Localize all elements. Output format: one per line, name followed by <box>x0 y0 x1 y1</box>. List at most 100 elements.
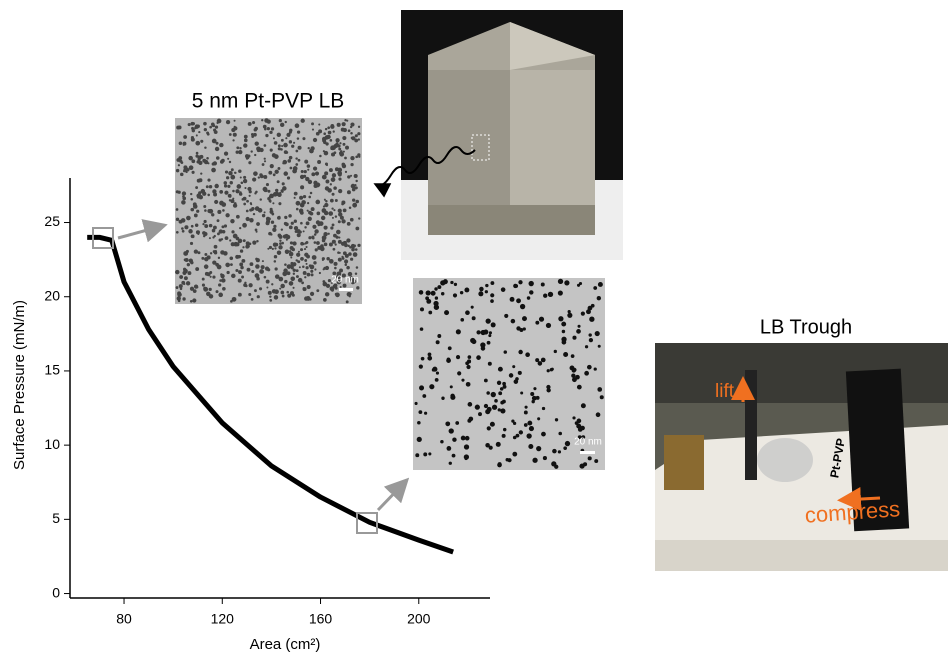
sem-particle <box>451 453 456 458</box>
sem-pore <box>208 287 212 292</box>
sem-pore <box>177 164 181 167</box>
sem-particle <box>485 318 491 324</box>
sem-particle <box>567 309 571 314</box>
sem-pore <box>175 269 180 275</box>
sem-particle <box>430 290 436 296</box>
sem-pore <box>224 190 229 195</box>
sem-pore <box>346 222 351 226</box>
sem-pore <box>223 151 229 156</box>
sem-pore <box>307 202 310 205</box>
sem-pore <box>295 149 299 153</box>
sem-pore <box>299 174 305 180</box>
sem-pore <box>328 212 332 216</box>
sem-pore <box>355 179 358 183</box>
sem-pore <box>279 287 282 290</box>
sem-particle <box>531 395 537 401</box>
sem-particle <box>455 355 461 360</box>
sem-pore <box>263 174 268 179</box>
sem-pore <box>230 218 235 224</box>
sem-pore <box>252 177 257 182</box>
sem-pore <box>276 250 282 255</box>
sem-pore <box>269 164 274 169</box>
sem-particle <box>466 364 471 370</box>
sem-pore <box>329 198 334 203</box>
sem-particle <box>441 396 445 400</box>
sem-particle <box>532 457 538 463</box>
sem-pore <box>236 184 242 189</box>
sem-pore <box>289 128 293 133</box>
sem-pore <box>318 271 322 275</box>
sem-pore <box>309 191 313 195</box>
sem-pore <box>331 192 335 196</box>
sem-pore <box>273 154 279 159</box>
sem-particle <box>496 380 502 385</box>
sem-pore <box>328 258 334 264</box>
sem-pore <box>274 274 280 279</box>
sem-pore <box>302 137 306 141</box>
sem-pore <box>239 147 242 150</box>
sem-particle <box>490 281 495 285</box>
sem-pore <box>353 186 357 190</box>
sem-particle <box>523 423 528 427</box>
sem-pore <box>335 292 340 298</box>
sem-pore <box>321 258 324 262</box>
y-tick-label: 25 <box>44 213 60 229</box>
sem-pore <box>355 266 359 269</box>
sem-pore <box>255 264 260 269</box>
sem-particle <box>561 321 567 327</box>
sem-pore <box>232 132 237 137</box>
sem-pore <box>191 159 196 164</box>
sem-particle <box>529 290 534 295</box>
sem-pore <box>289 241 294 245</box>
y-tick-label: 20 <box>44 287 60 303</box>
sem-particle <box>433 300 439 307</box>
sem-particle <box>463 444 470 450</box>
sem-pore <box>214 199 219 205</box>
sem-pore <box>230 174 236 180</box>
sem-pore <box>225 213 230 218</box>
sem-pore <box>348 206 352 209</box>
sem-pore <box>286 271 291 276</box>
sem-pore <box>345 145 349 150</box>
sem-pore <box>272 192 278 197</box>
x-tick-label: 120 <box>211 611 235 627</box>
sem-pore <box>330 177 336 182</box>
sem-pore <box>192 289 197 294</box>
sem-particle <box>444 310 450 316</box>
sem-particle <box>557 450 562 454</box>
sem-pore <box>251 269 255 273</box>
sem-pore <box>269 295 272 298</box>
sem-pore <box>336 275 339 279</box>
sem-particle <box>453 282 458 287</box>
sem-pore <box>190 135 195 140</box>
sem-pore <box>314 171 320 176</box>
sem-pore <box>323 298 327 302</box>
sem-pore <box>292 241 297 246</box>
sem-particle <box>450 280 454 285</box>
sem-pore <box>329 138 333 142</box>
sem-pore <box>323 210 329 216</box>
sem-particle <box>465 381 471 387</box>
sem-pore <box>203 121 207 126</box>
sem-particle <box>558 431 563 436</box>
sem-pore <box>297 145 302 150</box>
sem-pore <box>351 136 356 141</box>
sem-pore <box>306 285 311 290</box>
sem-particle <box>513 379 519 384</box>
sem-pore <box>279 191 282 195</box>
sem-pore <box>215 290 219 294</box>
sem-pore <box>263 211 266 214</box>
sem-pore <box>241 198 245 201</box>
sem-pore <box>181 200 186 205</box>
scale-label: 20 nm <box>574 437 602 448</box>
sem-pore <box>239 249 244 253</box>
sem-pore <box>277 215 281 219</box>
sem-pore <box>305 266 309 270</box>
sem-particle <box>476 330 481 335</box>
sem-pore <box>355 226 360 231</box>
sem-pore <box>261 213 266 218</box>
sem-pore <box>221 278 226 283</box>
sem-particle <box>571 373 576 378</box>
sem-pore <box>228 199 232 202</box>
sem-pore <box>183 170 186 173</box>
